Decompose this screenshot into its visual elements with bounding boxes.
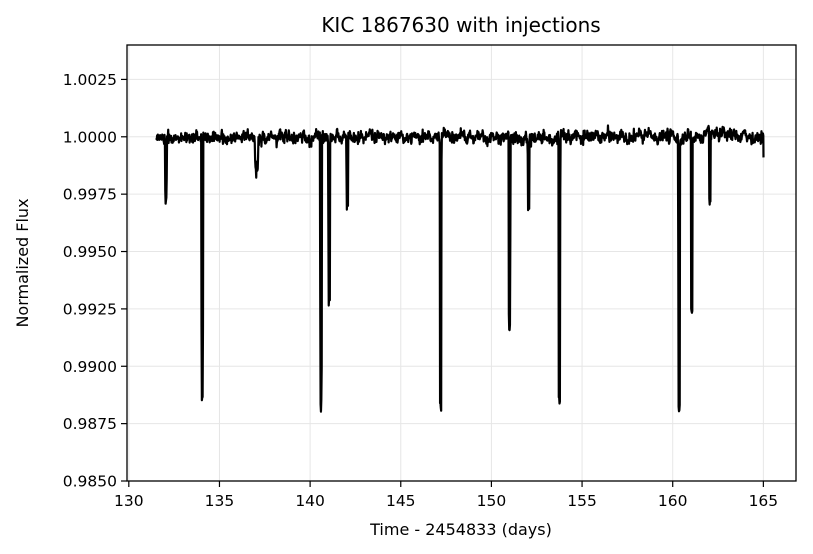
x-tick-label: 165 xyxy=(749,492,779,510)
series-layer xyxy=(155,124,765,413)
x-tick-label: 155 xyxy=(567,492,597,510)
y-tick-label: 0.9950 xyxy=(63,243,117,261)
axes-layer xyxy=(126,44,797,482)
y-tick-label: 0.9900 xyxy=(63,358,117,376)
x-tick-label: 160 xyxy=(658,492,688,510)
chart-title: KIC 1867630 with injections xyxy=(321,13,600,37)
y-tick-label: 0.9925 xyxy=(63,300,117,318)
y-tick-label: 1.0000 xyxy=(63,128,117,146)
x-tick-label: 130 xyxy=(114,492,144,510)
y-tick-label: 0.9850 xyxy=(63,473,117,491)
plot-frame xyxy=(126,44,797,482)
x-tick-label: 135 xyxy=(205,492,235,510)
ticks-layer: 130 135 140 145 150 155 160 165 0.9850 0.9875 0.99… xyxy=(63,71,778,510)
y-tick-label: 1.0025 xyxy=(63,71,117,89)
grid-layer xyxy=(127,45,796,482)
x-axis-label: Time - 2454833 (days) xyxy=(369,520,552,539)
x-tick-label: 145 xyxy=(386,492,416,510)
y-axis-label: Normalized Flux xyxy=(13,198,32,327)
x-tick-label: 140 xyxy=(295,492,325,510)
flux-series-line xyxy=(155,124,765,413)
y-tick-label: 0.9975 xyxy=(63,186,117,204)
y-tick-label: 0.9875 xyxy=(63,415,117,433)
x-tick-label: 150 xyxy=(477,492,507,510)
